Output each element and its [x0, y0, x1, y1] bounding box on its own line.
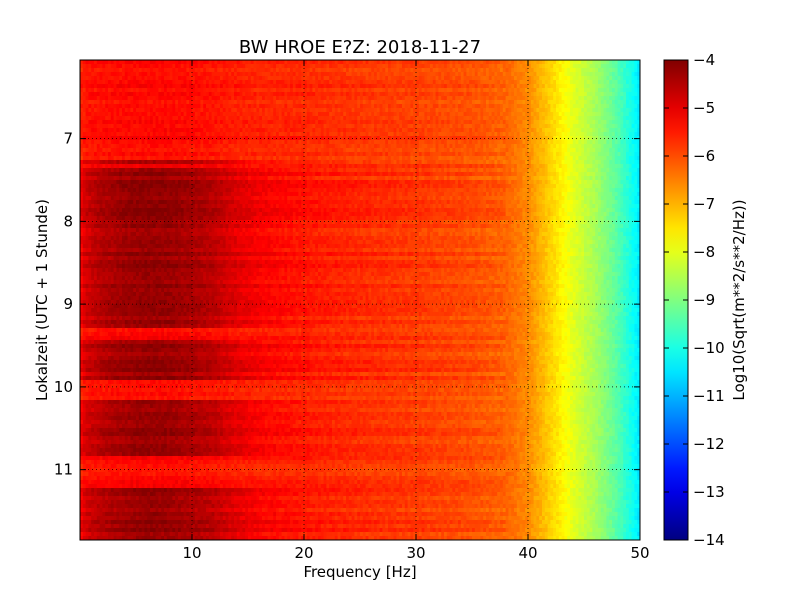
- spectrogram-heatmap: [80, 60, 641, 541]
- plot-area: [80, 60, 641, 541]
- chart-title: BW HROE E?Z: 2018-11-27: [239, 37, 481, 58]
